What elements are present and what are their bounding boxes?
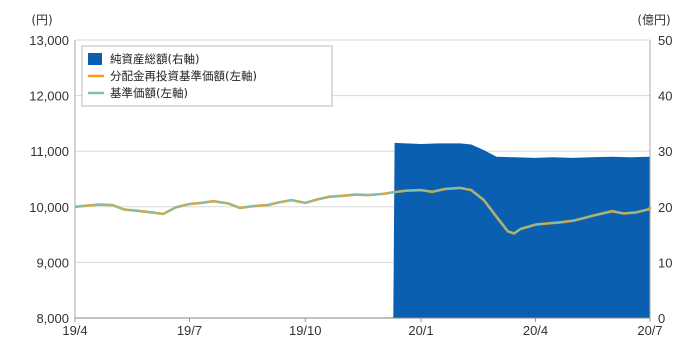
legend: 純資産総額(右軸) 分配金再投資基準価額(左軸) 基準価額(左軸) xyxy=(81,45,333,107)
left-tick-label: 13,000 xyxy=(29,33,69,48)
right-tick-label: 50 xyxy=(658,33,672,48)
x-axis-ticks: 19/4 19/7 19/10 20/1 20/4 20/7 xyxy=(62,323,662,338)
left-tick-label: 12,000 xyxy=(29,89,69,104)
x-tick-label: 19/10 xyxy=(289,323,322,338)
x-tick-label: 19/7 xyxy=(177,323,202,338)
legend-box xyxy=(81,45,333,107)
axes xyxy=(74,40,651,322)
x-tick-label: 20/1 xyxy=(408,323,433,338)
nav-line xyxy=(74,187,651,235)
legend-label: 純資産総額(右軸) xyxy=(110,52,199,66)
legend-label: 分配金再投資基準価額(左軸) xyxy=(110,69,257,83)
left-tick-label: 11,000 xyxy=(30,144,69,159)
right-tick-label: 10 xyxy=(658,255,672,270)
right-tick-label: 0 xyxy=(658,311,665,326)
price-lines-layer xyxy=(74,186,652,235)
legend-swatch-area xyxy=(88,53,102,65)
left-axis-unit: (円) xyxy=(31,13,52,27)
right-tick-label: 40 xyxy=(658,89,672,104)
x-tick-label: 20/7 xyxy=(637,323,662,338)
net-assets-area-layer xyxy=(75,142,650,318)
right-axis-ticks: 50 40 30 20 10 0 xyxy=(658,33,672,326)
left-tick-label: 8,000 xyxy=(36,311,69,326)
left-tick-label: 10,000 xyxy=(29,200,69,215)
x-tick-label: 19/4 xyxy=(62,323,87,338)
right-axis-unit: (億円) xyxy=(637,13,670,27)
left-tick-label: 9,000 xyxy=(36,255,69,270)
left-axis-ticks: 13,000 12,000 11,000 10,000 9,000 8,000 xyxy=(29,33,69,326)
right-tick-label: 30 xyxy=(658,144,672,159)
x-tick-label: 20/4 xyxy=(523,323,548,338)
right-tick-label: 20 xyxy=(658,200,672,215)
legend-label: 基準価額(左軸) xyxy=(110,86,188,100)
net-assets-area xyxy=(75,142,650,318)
